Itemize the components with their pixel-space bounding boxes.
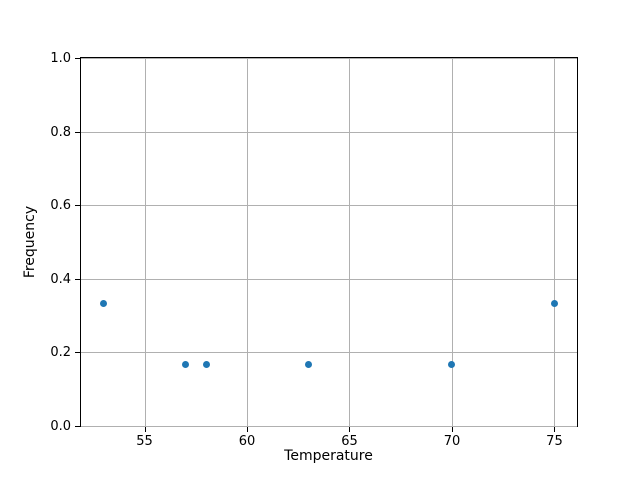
y-axis-label: Frequency — [22, 205, 38, 279]
y-tick-label: 0.4 — [50, 271, 71, 287]
y-tick-label: 0.2 — [50, 345, 71, 361]
x-tick-label: 75 — [546, 434, 563, 449]
x-tick-mark — [247, 427, 249, 432]
scatter-data-point — [305, 361, 312, 369]
y-gridline — [81, 131, 577, 133]
x-gridline — [554, 58, 556, 426]
x-gridline — [451, 58, 453, 426]
y-tick-mark — [75, 205, 80, 207]
x-gridline — [144, 58, 146, 426]
scatter-data-point — [202, 361, 210, 369]
x-gridline — [349, 58, 351, 426]
y-tick-mark — [75, 131, 80, 133]
y-gridline — [81, 352, 577, 354]
x-tick-mark — [349, 427, 351, 432]
scatter-data-point — [448, 361, 456, 369]
x-tick-mark — [554, 427, 556, 432]
y-tick-label: 0.8 — [50, 124, 71, 140]
y-gridline — [81, 278, 577, 280]
x-tick-mark — [144, 427, 146, 432]
y-tick-label: 0.0 — [50, 419, 71, 434]
x-tick-label: 55 — [136, 434, 153, 449]
x-tick-label: 65 — [341, 434, 358, 449]
x-tick-label: 70 — [443, 434, 461, 449]
y-tick-label: 1.0 — [50, 51, 71, 66]
y-tick-mark — [75, 426, 80, 427]
y-gridline — [81, 58, 577, 59]
scatter-data-point — [100, 299, 108, 307]
plot-area — [80, 57, 578, 427]
y-tick-label: 0.6 — [50, 198, 71, 214]
y-gridline — [81, 426, 577, 427]
y-tick-mark — [75, 58, 80, 59]
scatter-data-point — [182, 361, 190, 369]
x-tick-mark — [451, 427, 453, 432]
y-gridline — [81, 205, 577, 207]
x-axis-label: Temperature — [284, 448, 373, 464]
y-tick-mark — [75, 278, 80, 280]
x-tick-label: 60 — [238, 434, 256, 449]
scatter-data-point — [550, 299, 558, 307]
x-gridline — [247, 58, 249, 426]
y-tick-mark — [75, 352, 80, 354]
